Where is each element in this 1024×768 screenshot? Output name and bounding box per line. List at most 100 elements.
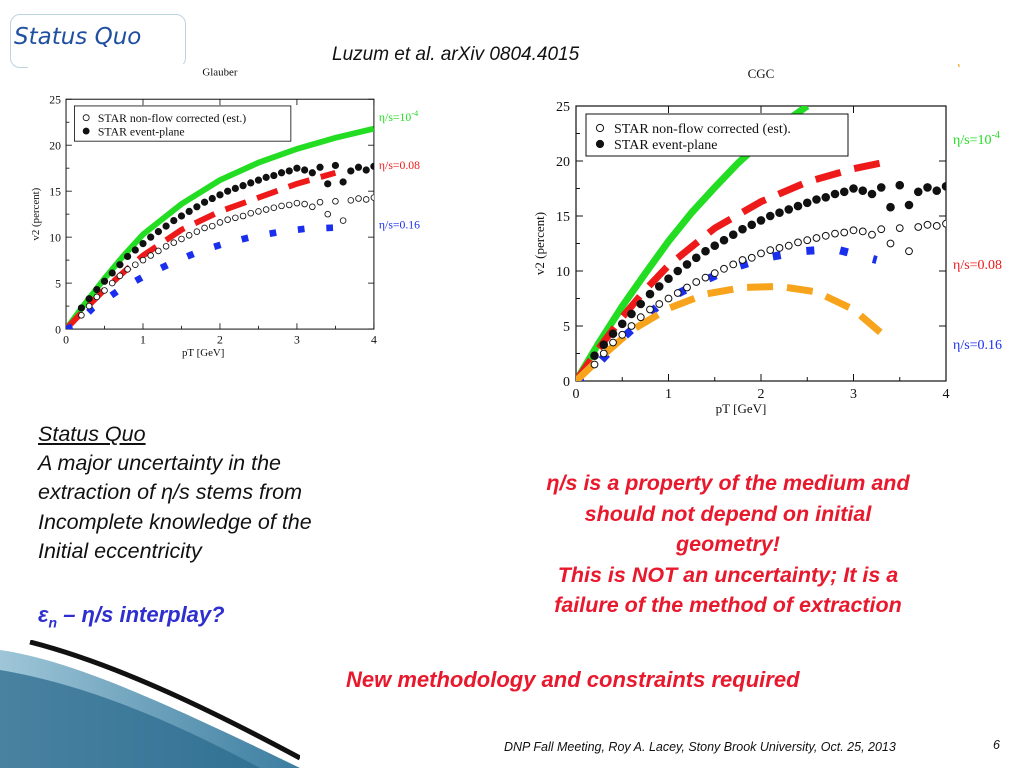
- status-quo-text: Status Quo A major uncertainty in the ex…: [38, 420, 438, 566]
- methodology-note: New methodology and constraints required: [346, 667, 800, 692]
- data-point-event-plane: [802, 198, 812, 208]
- legend-label: STAR event-plane: [98, 125, 185, 138]
- data-point-non-flow: [905, 247, 913, 256]
- data-point-non-flow: [831, 229, 839, 238]
- x-axis-label: pT [GeV]: [716, 401, 767, 416]
- data-point-non-flow: [840, 228, 849, 237]
- data-point-non-flow: [914, 223, 923, 231]
- data-point-non-flow: [942, 219, 946, 228]
- plot-glauber: Glauber 0 1 2 3 4 0 5 10 15 20 25 pT [GeV] v2 (percen…: [28, 64, 448, 424]
- y-tick-label: 15: [49, 185, 61, 198]
- data-point-non-flow: [812, 234, 821, 242]
- data-point-non-flow: [673, 289, 682, 297]
- data-point-non-flow: [664, 294, 673, 303]
- note-line: η/s is a property of the medium and: [546, 471, 910, 495]
- curve-label: η/s=0.16: [379, 218, 420, 231]
- y-axis-label: v2 (percent): [532, 212, 547, 275]
- epsilon-subscript: n: [48, 614, 58, 631]
- data-point-non-flow: [178, 235, 185, 243]
- legend: STAR non-flow corrected (est).STAR event…: [585, 113, 849, 157]
- data-point-event-plane: [354, 163, 363, 171]
- curve-label-text: η/s=10: [379, 111, 411, 124]
- data-point-event-plane: [131, 246, 139, 254]
- status-quo-line: Initial eccentricity: [38, 538, 202, 563]
- data-point-event-plane: [756, 216, 766, 225]
- data-point-event-plane: [913, 187, 923, 197]
- note-line: This is NOT an uncertainty; It is a: [557, 562, 899, 587]
- data-point-non-flow: [285, 201, 293, 209]
- data-point-non-flow: [132, 261, 139, 269]
- data-point-event-plane: [224, 187, 232, 195]
- data-point-non-flow: [332, 198, 339, 205]
- data-point-non-flow: [738, 256, 747, 264]
- data-point-non-flow: [683, 283, 691, 292]
- legend-label: STAR non-flow corrected (est).: [614, 122, 791, 137]
- legend-marker: [595, 123, 605, 133]
- curve-label-text: η/s=10: [953, 133, 992, 148]
- status-quo-line: A major uncertainty in the: [38, 451, 281, 476]
- x-tick-label: 0: [573, 387, 580, 402]
- data-point-non-flow: [599, 349, 608, 358]
- data-point-non-flow: [116, 272, 124, 280]
- data-point-event-plane: [370, 162, 374, 170]
- data-point-non-flow: [701, 273, 710, 282]
- data-point-non-flow: [655, 300, 664, 308]
- data-point-non-flow: [618, 330, 627, 339]
- data-point-non-flow: [316, 198, 324, 206]
- y-tick-label: 25: [49, 93, 61, 106]
- data-point-event-plane: [599, 340, 609, 350]
- data-point-event-plane: [793, 201, 803, 211]
- data-point-non-flow: [162, 243, 170, 250]
- data-point-event-plane: [154, 228, 162, 236]
- chart-glauber: Glauber 0 1 2 3 4 0 5 10 15 20 25 pT [GeV] v2 (percen…: [30, 67, 420, 359]
- data-point-event-plane: [316, 163, 324, 171]
- y-tick-label: 0: [563, 375, 570, 390]
- curve-label-text: η/s=0.16: [379, 218, 420, 231]
- data-point-event-plane: [710, 241, 720, 250]
- data-point-non-flow: [293, 199, 301, 207]
- legend-label: STAR event-plane: [614, 138, 717, 153]
- chart-title: CGC: [748, 66, 775, 81]
- data-point-non-flow: [362, 196, 370, 203]
- data-point-non-flow: [78, 312, 85, 319]
- data-point-event-plane: [285, 167, 293, 175]
- data-point-event-plane: [170, 216, 178, 225]
- data-point-event-plane: [738, 224, 747, 234]
- data-point-event-plane: [830, 189, 840, 199]
- plot-area: [66, 125, 374, 330]
- data-point-event-plane: [839, 187, 849, 197]
- data-point-non-flow: [216, 219, 224, 226]
- y-tick-label: 15: [556, 210, 570, 225]
- interplay-question: εn – η/s interplay?: [38, 602, 225, 630]
- y-tick-label: 25: [556, 100, 570, 115]
- slide-title: Status Quo: [14, 24, 142, 50]
- data-point-event-plane: [123, 252, 132, 261]
- data-point-event-plane: [200, 198, 209, 206]
- curve-label-text: η/s=0.16: [953, 338, 1002, 353]
- curve-label-text: η/s=0.08: [379, 159, 420, 172]
- legend-box: [585, 113, 849, 157]
- data-point-non-flow: [729, 260, 738, 269]
- legend-marker: [82, 127, 90, 135]
- chart-title: Glauber: [202, 67, 237, 79]
- data-point-event-plane: [77, 304, 86, 312]
- data-point-event-plane: [617, 319, 627, 329]
- x-tick-label: 1: [140, 333, 146, 346]
- data-point-event-plane: [691, 253, 701, 263]
- data-point-event-plane: [177, 212, 186, 220]
- data-point-non-flow: [147, 252, 154, 259]
- data-point-non-flow: [93, 293, 101, 301]
- y-axis-label: v2 (percent): [30, 187, 42, 240]
- data-point-event-plane: [645, 289, 655, 299]
- data-point-event-plane: [308, 169, 316, 177]
- data-point-non-flow: [324, 210, 331, 218]
- data-point-event-plane: [185, 207, 193, 216]
- curve-label-superscript: -4: [992, 130, 1000, 141]
- data-point-non-flow: [339, 217, 347, 224]
- y-tick-label: 0: [55, 323, 61, 336]
- data-point-non-flow: [309, 203, 316, 211]
- data-point-event-plane: [636, 299, 646, 309]
- data-point-event-plane: [331, 161, 340, 170]
- data-point-non-flow: [692, 278, 701, 286]
- data-point-non-flow: [139, 256, 147, 264]
